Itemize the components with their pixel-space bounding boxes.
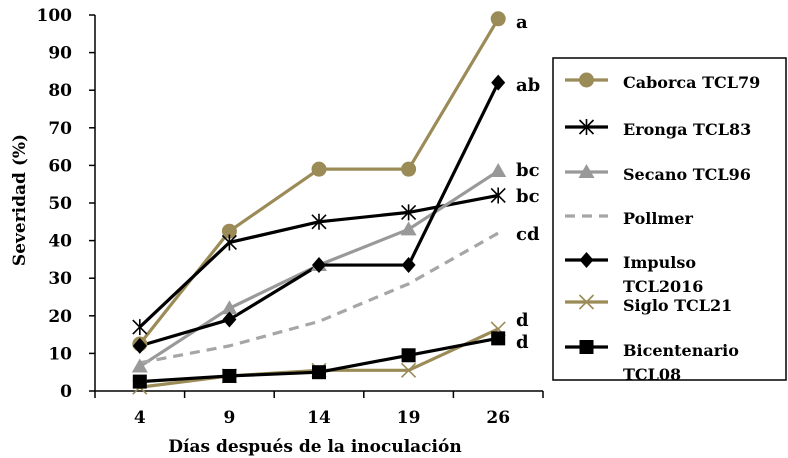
series-point — [490, 11, 506, 27]
y-tick-label: 40 — [48, 232, 72, 252]
series-point — [312, 257, 326, 274]
x-tick-label: 19 — [397, 408, 421, 428]
series-point — [312, 365, 326, 380]
series-markers — [131, 11, 507, 395]
series-point — [132, 319, 148, 336]
series-point — [401, 257, 416, 274]
y-tick-label: 70 — [48, 119, 72, 139]
legend-label: Pollmer — [623, 209, 694, 228]
significance-letter: a — [516, 12, 528, 33]
legend-label: Secano TCL96 — [623, 165, 751, 184]
legend: Caborca TCL79 Eronga TCL83 Secano TCL96 Pol… — [552, 57, 787, 384]
x-axis-title: Días después de la inoculación — [168, 437, 461, 457]
legend-label: Eronga TCL83 — [623, 120, 751, 139]
significance-letter: ab — [516, 75, 540, 96]
significance-letter: d — [516, 332, 529, 353]
y-tick-label: 20 — [48, 307, 72, 327]
series-point — [491, 74, 506, 91]
legend-marker — [578, 119, 595, 135]
legend-marker — [579, 72, 594, 88]
series-point — [400, 221, 417, 236]
series-point — [222, 368, 237, 383]
series-point — [311, 213, 327, 230]
plot-area: 0 10 20 30 40 50 60 70 80 90 100 4 9 14 19 26 a ab bc bc c… — [37, 6, 544, 428]
series-line — [139, 231, 499, 365]
series-point — [490, 163, 507, 178]
significance-letter: bc — [516, 186, 540, 207]
series-point — [131, 358, 148, 373]
legend-label: Bicentenario TCL08 — [623, 341, 739, 384]
y-tick-label: 10 — [48, 344, 72, 364]
x-tick-label: 26 — [486, 408, 510, 428]
significance-letter: d — [516, 310, 529, 331]
series-point — [490, 187, 506, 204]
legend-marker — [578, 164, 595, 178]
x-tick-label: 14 — [307, 408, 331, 428]
series-point — [311, 161, 327, 177]
legend-marker — [579, 252, 594, 268]
legend-marker — [578, 294, 595, 310]
legend-label: Caborca TCL79 — [623, 73, 760, 92]
series-point — [222, 311, 237, 328]
y-tick-label: 50 — [48, 194, 72, 214]
significance-letter: bc — [516, 160, 540, 181]
legend-box — [552, 57, 787, 381]
legend-label: Siglo TCL21 — [623, 296, 732, 315]
y-tick-label: 60 — [48, 156, 72, 176]
x-ticks: 4 9 14 19 26 — [94, 391, 544, 428]
y-tick-label: 0 — [60, 382, 72, 402]
y-axis-title: Severidad (%) — [10, 134, 30, 266]
y-tick-label: 90 — [48, 44, 72, 64]
series-line — [138, 17, 500, 345]
series-point — [401, 348, 416, 363]
legend-label: Impulso TCL2016 — [623, 253, 703, 296]
y-tick-label: 80 — [48, 81, 72, 101]
series-point — [401, 204, 417, 221]
series-point — [491, 331, 506, 346]
series-point — [221, 234, 237, 251]
x-tick-label: 4 — [134, 408, 146, 428]
y-tick-label: 100 — [37, 6, 73, 26]
y-ticks: 0 10 20 30 40 50 60 70 80 90 100 — [37, 6, 95, 402]
series-point — [401, 362, 417, 378]
series-lines — [138, 17, 500, 389]
y-tick-label: 30 — [48, 269, 72, 289]
series-point — [132, 374, 147, 389]
series-point — [221, 300, 238, 315]
significance-letter: cd — [516, 224, 540, 245]
significance-annotations: a ab bc bc cd dd — [516, 12, 540, 353]
series-point — [132, 337, 147, 354]
x-tick-label: 9 — [223, 408, 235, 428]
legend-marker — [579, 340, 594, 354]
series-point — [401, 161, 417, 177]
